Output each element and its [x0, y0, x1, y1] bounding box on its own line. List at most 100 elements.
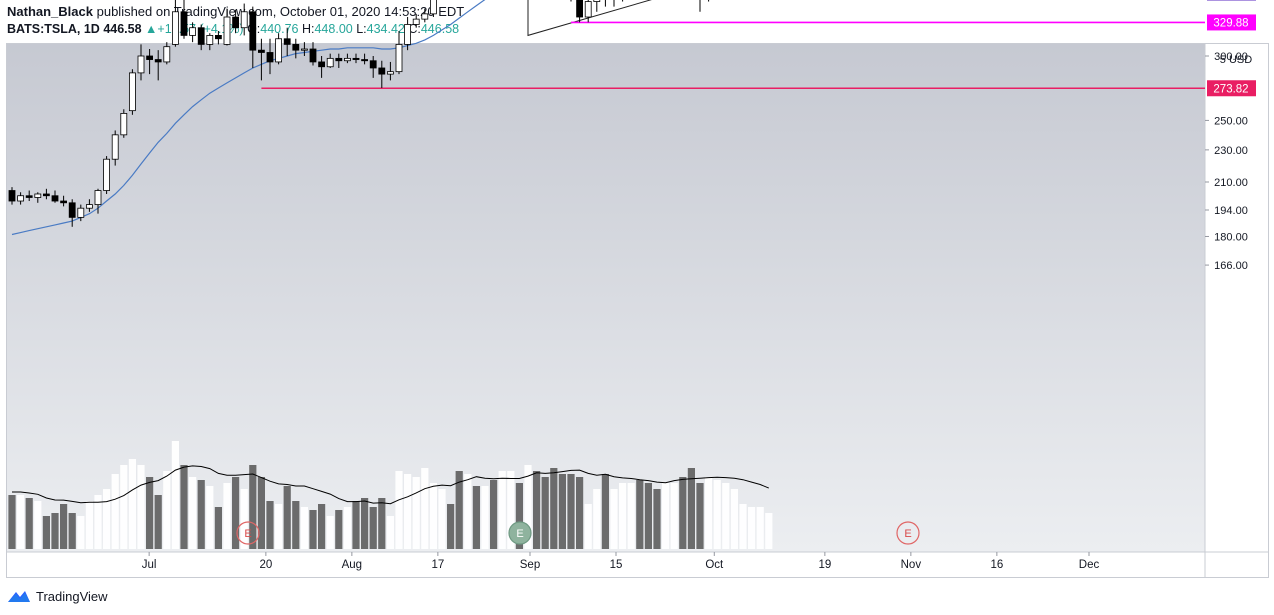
- moving-average-line: [11, 0, 486, 236]
- candle-body: [206, 35, 214, 45]
- candle-body: [111, 134, 119, 160]
- time-tick-label: 17: [431, 559, 444, 571]
- candle-body: [86, 204, 93, 209]
- volume-bar: [756, 507, 764, 549]
- earnings-marker: [236, 521, 260, 545]
- price-axis-layer[interactable]: 5 USD 166.00 180.00 194.00 210.00 230.00 250.0…: [1205, 0, 1252, 272]
- volume-bar: [507, 471, 515, 549]
- candle-body: [8, 190, 16, 202]
- volume-bar: [137, 465, 145, 549]
- earnings-marker-label: E: [516, 528, 523, 540]
- volume-bar: [249, 465, 257, 549]
- volume-bar: [283, 486, 291, 549]
- time-tick-label: Nov: [901, 559, 922, 571]
- high-value: 448.00: [314, 22, 353, 36]
- candle-body: [395, 44, 403, 73]
- time-tick-label: 19: [818, 559, 831, 571]
- volume-bar: [85, 501, 93, 549]
- candle-body: [25, 195, 33, 198]
- time-tick-label: Dec: [1079, 559, 1100, 571]
- volume-bar: [42, 516, 50, 549]
- candle-body: [68, 202, 76, 218]
- candle-body: [189, 27, 197, 36]
- candle-body: [421, 13, 429, 20]
- candle-body: [361, 59, 369, 62]
- earnings-marker: [508, 521, 532, 545]
- candle-body: [240, 11, 248, 29]
- volume-bar: [670, 483, 678, 549]
- earnings-marker: [896, 521, 920, 545]
- volume-bar: [567, 474, 575, 549]
- price-tick-label: 230.00: [1214, 145, 1248, 157]
- volume-bar: [120, 465, 128, 549]
- volume-bar: [730, 489, 738, 549]
- candle-body: [120, 113, 128, 136]
- candle-body: [180, 11, 188, 36]
- volume-bar: [455, 471, 463, 549]
- volume-bar: [34, 501, 42, 549]
- price-axis-background: [1205, 44, 1268, 552]
- volume-bar: [584, 504, 592, 549]
- candle-body: [266, 52, 274, 63]
- volume-bar: [498, 471, 506, 549]
- footer-brand[interactable]: TradingView: [36, 588, 108, 604]
- candle-body: [593, 0, 601, 2]
- candle-body: [249, 11, 257, 51]
- volume-bar: [77, 516, 85, 549]
- time-axis-layer[interactable]: Jul 20 Aug 17 Sep 15 Oct 19 Nov 16 Dec: [142, 552, 1100, 571]
- volume-bar: [257, 477, 265, 549]
- time-tick-label: 20: [259, 559, 272, 571]
- volume-bar: [335, 510, 343, 549]
- volume-bar: [8, 495, 16, 549]
- volume-bar: [146, 477, 154, 549]
- close-label: C:: [408, 22, 421, 36]
- volume-bar: [601, 474, 609, 549]
- symbol-label[interactable]: BATS:TSLA, 1D: [7, 22, 100, 36]
- volume-bar: [541, 477, 549, 549]
- candle-body: [77, 207, 85, 218]
- candle-body: [318, 61, 326, 68]
- volume-bar: [395, 471, 403, 549]
- volume-bar: [103, 489, 111, 549]
- price-tick-label: 300.00: [1214, 51, 1248, 63]
- volume-bar: [765, 513, 773, 549]
- triangle-pattern-layer[interactable]: [527, 0, 838, 37]
- volume-bar: [197, 480, 205, 549]
- volume-bar: [662, 483, 670, 549]
- candle-body: [163, 46, 171, 63]
- high-label: H:: [301, 22, 315, 36]
- volume-bar: [515, 483, 523, 549]
- candle-body: [352, 57, 360, 60]
- volume-bar: [206, 486, 214, 549]
- volume-bar: [189, 477, 197, 549]
- low-label: L:: [356, 22, 367, 36]
- volume-bar: [17, 495, 25, 549]
- price-tick-label: 166.00: [1214, 260, 1248, 272]
- volume-bar: [94, 495, 102, 549]
- candle-body: [171, 11, 179, 45]
- candle-body: [300, 48, 308, 51]
- volume-bar: [369, 507, 377, 549]
- last-price: 446.58: [103, 22, 142, 36]
- level-badge: [1207, 0, 1256, 1]
- volume-bar: [722, 483, 730, 549]
- volume-bar: [60, 504, 68, 549]
- tradingview-logo-icon[interactable]: [6, 588, 32, 604]
- time-axis-background: [7, 552, 1268, 577]
- volume-bar: [739, 504, 747, 549]
- triangle-drawing: [527, 0, 652, 37]
- author-name[interactable]: Nathan_Black: [7, 4, 93, 19]
- candle-body: [378, 67, 386, 75]
- candle-body: [283, 38, 291, 45]
- volume-bar: [163, 471, 171, 549]
- footer: TradingView: [6, 588, 108, 604]
- volume-bar: [679, 477, 687, 549]
- volume-bar: [171, 441, 179, 549]
- volume-bar: [300, 507, 308, 549]
- volume-bar: [352, 501, 360, 549]
- volume-bar: [481, 486, 489, 549]
- volume-bar: [25, 498, 33, 549]
- volume-bar: [576, 477, 584, 549]
